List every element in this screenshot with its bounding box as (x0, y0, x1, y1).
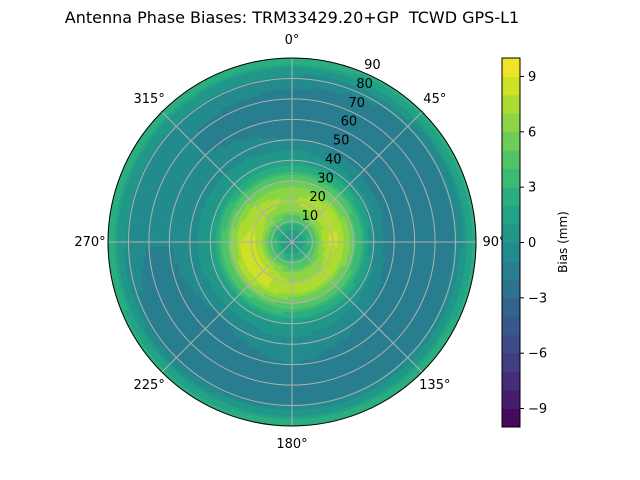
contour-field (107, 57, 477, 427)
chart-title: Antenna Phase Biases: TRM33429.20+GP TCW… (65, 8, 519, 27)
